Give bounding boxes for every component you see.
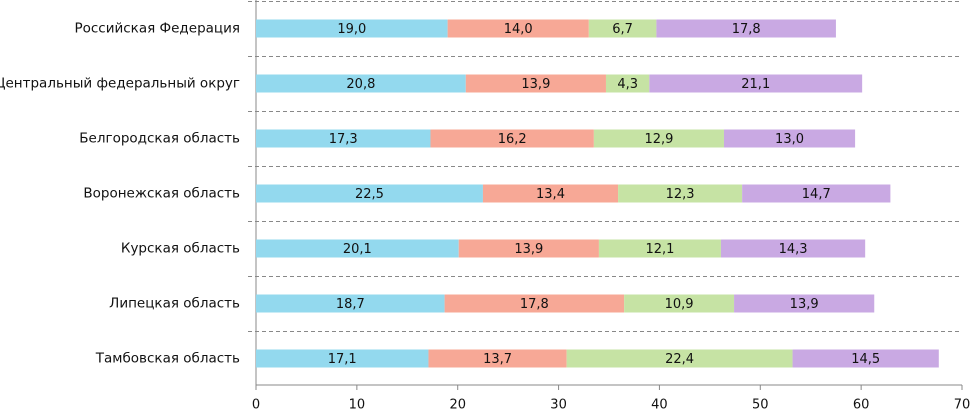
value-label: 12,9 (644, 132, 673, 147)
bar-segment (598, 239, 721, 258)
value-label: 14,0 (504, 22, 533, 37)
value-label: 6,7 (612, 22, 633, 37)
category-label: Воронежская область (83, 186, 240, 202)
bar-segment (256, 19, 448, 38)
bar-segment (447, 19, 589, 38)
value-label: 10,9 (665, 297, 694, 312)
value-label: 14,3 (779, 242, 808, 257)
value-label: 17,3 (329, 132, 358, 147)
bar-segment (256, 294, 445, 313)
value-label: 20,1 (343, 242, 372, 257)
value-label: 13,9 (790, 297, 819, 312)
bar-segment (428, 349, 567, 368)
category-label: Российская Федерация (74, 21, 240, 37)
x-tick-label: 40 (651, 398, 668, 411)
bar-segment (734, 294, 875, 313)
value-label: 22,5 (355, 187, 384, 202)
bar-segment (566, 349, 793, 368)
value-label: 18,7 (336, 297, 365, 312)
bar-segment (256, 349, 429, 368)
value-label: 13,9 (521, 77, 550, 92)
category-label: Липецкая область (109, 296, 240, 312)
category-label: Белгородская область (79, 131, 240, 147)
category-label: Тамбовская область (95, 351, 240, 367)
bar-segment (605, 74, 650, 93)
x-tick-label: 60 (853, 398, 870, 411)
x-tick-label: 50 (752, 398, 769, 411)
x-tick-label: 10 (349, 398, 366, 411)
bar-segment (792, 349, 939, 368)
x-tick-label: 70 (954, 398, 971, 411)
bar-segment (430, 129, 594, 148)
value-label: 19,0 (337, 22, 366, 37)
value-label: 14,5 (851, 352, 880, 367)
value-label: 17,8 (732, 22, 761, 37)
value-label: 13,9 (514, 242, 543, 257)
bar-segment (458, 239, 599, 258)
value-label: 22,4 (665, 352, 694, 367)
bar-segment (656, 19, 836, 38)
bar-segment (482, 184, 619, 203)
bar-segment (723, 129, 856, 148)
x-tick-label: 0 (252, 398, 260, 411)
value-label: 12,1 (645, 242, 674, 257)
value-label: 14,7 (802, 187, 831, 202)
bar-segment (649, 74, 863, 93)
value-label: 21,1 (741, 77, 770, 92)
value-label: 12,3 (666, 187, 695, 202)
category-label: Курская область (121, 241, 240, 257)
value-label: 17,1 (328, 352, 357, 367)
bar-segment (256, 74, 466, 93)
value-label: 13,0 (775, 132, 804, 147)
value-label: 4,3 (617, 77, 638, 92)
category-label: Центральный федеральный округ (0, 76, 240, 92)
bar-segment (256, 239, 459, 258)
bar-segment (588, 19, 657, 38)
bar-segment (465, 74, 606, 93)
bar-segment (618, 184, 743, 203)
value-label: 16,2 (498, 132, 527, 147)
value-label: 13,4 (536, 187, 565, 202)
bar-segment (256, 184, 483, 203)
bar-segment (720, 239, 866, 258)
value-label: 17,8 (520, 297, 549, 312)
bar-segment (624, 294, 735, 313)
x-tick-label: 30 (550, 398, 567, 411)
x-tick-label: 20 (449, 398, 466, 411)
bar-segment (593, 129, 724, 148)
bar-segment (444, 294, 625, 313)
bar-segment (742, 184, 891, 203)
value-label: 20,8 (346, 77, 375, 92)
bar-segment (256, 129, 431, 148)
value-label: 13,7 (483, 352, 512, 367)
